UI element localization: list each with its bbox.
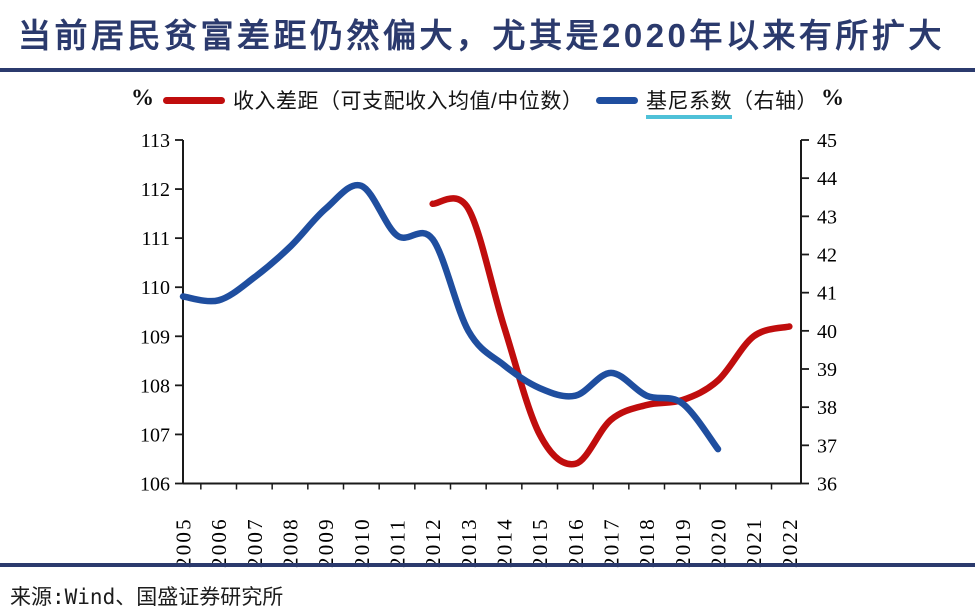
x-axis-label: 2009	[314, 517, 338, 568]
x-axis-label: 2011	[386, 518, 410, 568]
right-axis-tick-label: 42	[817, 245, 837, 267]
page-title: 当前居民贫富差距仍然偏大，尤其是2020年以来有所扩大	[18, 17, 945, 54]
right-axis-tick-label: 38	[817, 397, 837, 419]
x-axis-label: 2018	[635, 517, 659, 568]
legend-item-income-gap: 收入差距（可支配收入均值/中位数）	[163, 84, 583, 116]
legend-label-gini: 基尼系数（右轴）	[646, 85, 818, 119]
right-axis-tick-label: 41	[817, 283, 837, 305]
x-axis-label: 2021	[742, 517, 766, 568]
x-axis-label: 2017	[600, 517, 624, 568]
gini-underlined-text: 基尼系数	[646, 90, 732, 119]
left-axis-tick-label: 109	[140, 326, 170, 348]
right-axis-unit: %	[821, 85, 844, 110]
gini-axis-note: （右轴）	[732, 90, 818, 113]
x-axis-label: 2006	[207, 517, 231, 568]
right-axis-tick-label: 45	[817, 130, 837, 152]
title-divider	[0, 68, 975, 72]
right-axis-tick-label: 40	[817, 321, 837, 343]
x-axis-label: 2010	[350, 517, 374, 568]
x-axis-label: 2014	[493, 517, 517, 568]
red-line-swatch	[163, 96, 225, 104]
x-axis-label: 2012	[421, 517, 445, 568]
x-axis-label: 2019	[671, 517, 695, 568]
x-axis-label: 2016	[564, 517, 588, 568]
left-axis-tick-label: 107	[140, 424, 170, 446]
blue-line-swatch	[596, 96, 638, 104]
left-axis-tick-label: 108	[140, 375, 170, 397]
left-axis-tick-label: 113	[141, 130, 170, 152]
left-axis-tick-label: 106	[140, 474, 170, 496]
x-axis-label: 2008	[279, 517, 303, 568]
right-axis-tick-label: 36	[817, 474, 837, 496]
gini-line	[179, 181, 722, 453]
left-axis-tick-label: 110	[141, 277, 170, 299]
x-axis-label: 2020	[707, 517, 731, 568]
x-axis-label: 2005	[172, 517, 196, 568]
chart-legend: % 收入差距（可支配收入均值/中位数） 基尼系数（右轴） %	[0, 84, 975, 119]
left-axis-tick-label: 111	[141, 228, 170, 250]
source-note: 来源:Wind、国盛证券研究所	[10, 585, 284, 609]
income_gap-line	[429, 195, 793, 468]
right-axis-tick-label: 39	[817, 359, 837, 381]
right-axis-tick-label: 43	[817, 206, 837, 228]
footer-divider	[0, 563, 975, 567]
x-axis-label: 2015	[528, 517, 552, 568]
x-axis-label: 2013	[457, 517, 481, 568]
left-axis-tick-label: 112	[141, 179, 170, 201]
right-axis-tick-label: 37	[817, 435, 837, 457]
legend-label-income-gap: 收入差距（可支配收入均值/中位数）	[233, 90, 584, 113]
legend-item-gini: 基尼系数（右轴）	[596, 84, 818, 119]
left-axis-unit: %	[131, 85, 154, 110]
x-axis-label: 2022	[778, 517, 802, 568]
right-axis-tick-label: 44	[817, 168, 837, 190]
x-axis-label: 2007	[243, 517, 267, 568]
